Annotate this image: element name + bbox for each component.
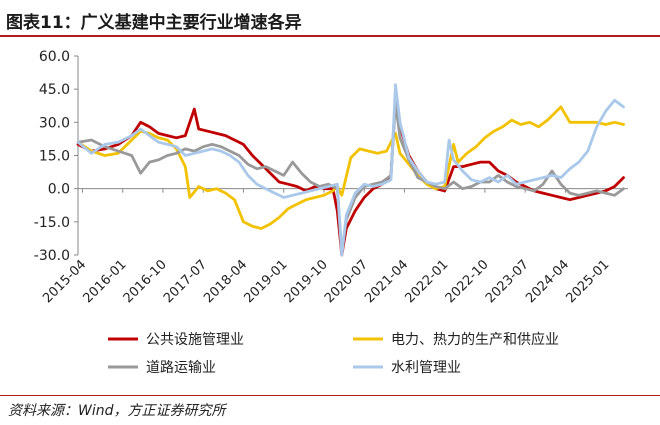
title-divider xyxy=(0,35,660,37)
series-line xyxy=(76,94,625,257)
y-tick-label: -30.0 xyxy=(34,248,70,264)
footer-divider xyxy=(0,395,660,396)
y-tick-label: 15.0 xyxy=(39,149,70,165)
y-tick-label: 60.0 xyxy=(39,49,70,65)
line-chart: 60.045.030.015.00.0-15.0-30.02015-042016… xyxy=(34,49,628,376)
x-tick-label: 2016-10 xyxy=(121,257,170,306)
chart-title: 图表11：广义基建中主要行业增速各异 xyxy=(6,13,302,33)
x-tick-label: 2022-01 xyxy=(402,257,451,306)
series-line xyxy=(76,105,625,230)
y-tick-label: 30.0 xyxy=(39,115,70,131)
y-tick-label: -15.0 xyxy=(34,215,70,231)
legend-label: 道路运输业 xyxy=(146,360,216,376)
plot-area: 60.045.030.015.00.0-15.0-30.02015-042016… xyxy=(34,49,628,376)
y-tick-label: 0.0 xyxy=(48,182,70,198)
x-tick-label: 2019-10 xyxy=(282,257,331,306)
legend-label: 公共设施管理业 xyxy=(146,332,244,348)
x-tick-label: 2016-01 xyxy=(81,257,130,306)
x-tick-label: 2025-01 xyxy=(563,257,612,306)
x-tick-label: 2018-04 xyxy=(201,257,250,306)
chart-header: 图表11：广义基建中主要行业增速各异 xyxy=(0,0,660,37)
x-tick-label: 2024-04 xyxy=(523,257,572,306)
x-tick-label: 2020-07 xyxy=(322,257,371,306)
legend-label: 电力、热力的生产和供应业 xyxy=(391,331,559,348)
x-tick-label: 2021-04 xyxy=(362,257,411,306)
series-line xyxy=(76,101,625,255)
x-tick-label: 2017-07 xyxy=(161,257,210,306)
x-tick-label: 2015-04 xyxy=(40,257,89,306)
series-line xyxy=(76,83,625,257)
legend-label: 水利管理业 xyxy=(391,360,461,376)
x-tick-label: 2023-07 xyxy=(483,257,532,306)
y-tick-label: 45.0 xyxy=(39,82,70,98)
source-note: 资料来源：Wind，方正证券研究所 xyxy=(8,403,226,419)
x-tick-label: 2019-01 xyxy=(241,257,290,306)
x-tick-label: 2022-10 xyxy=(443,257,492,306)
